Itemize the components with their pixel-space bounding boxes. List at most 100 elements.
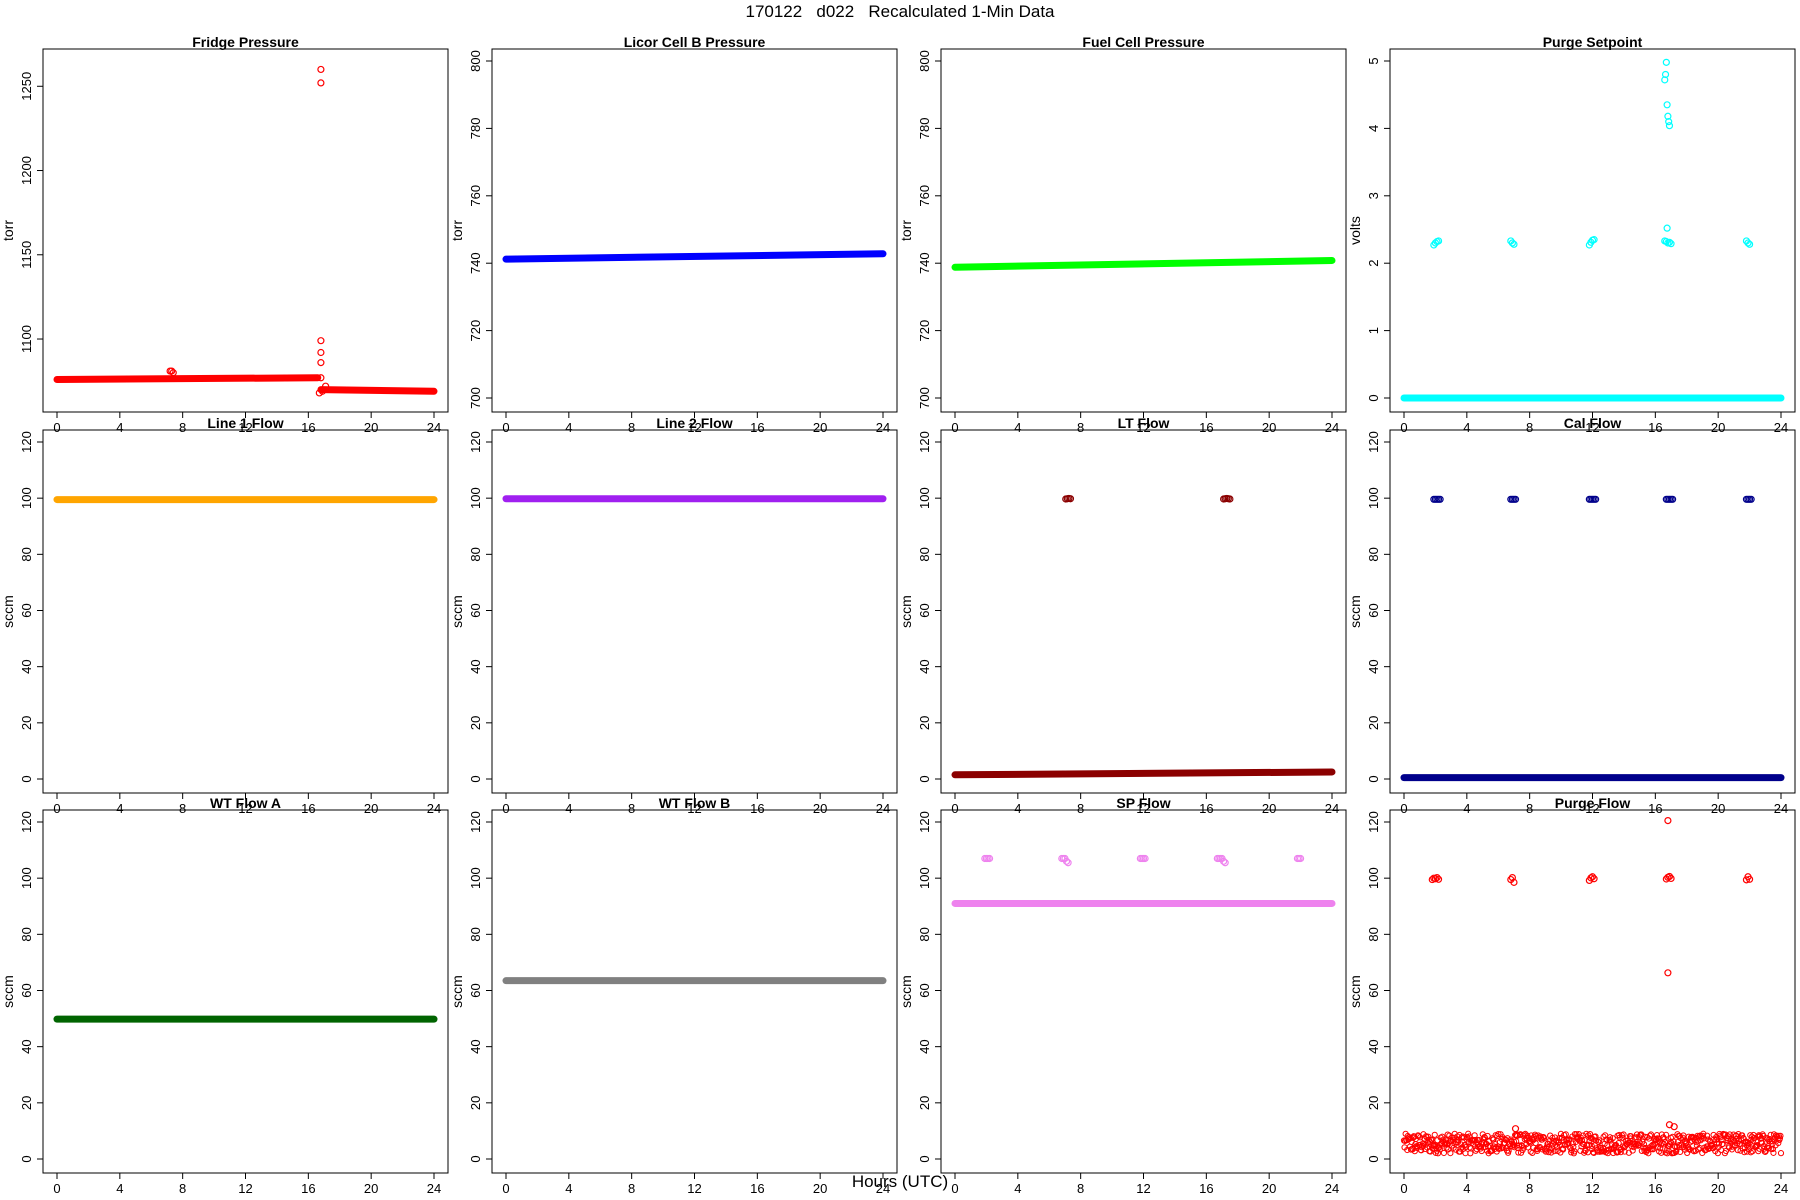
y-tick-label: 1 [1366,327,1381,334]
y-tick-label: 20 [468,1096,483,1110]
y-axis: 0 20 40 60 80 100 120 [19,811,44,1163]
plot-frame [42,809,449,1174]
data-point [1714,1150,1721,1157]
y-tick-label: 740 [468,252,483,274]
x-tick-label: 16 [1199,420,1213,435]
y-tick-label: 2 [1366,260,1381,267]
panel-title: Line 1 Flow [207,415,283,431]
panel-title: Licor Cell B Pressure [624,34,766,50]
data-point [1670,1123,1678,1131]
plot-frame [491,809,898,1174]
x-tick-label: 4 [1014,1181,1021,1196]
data-point [1663,224,1671,232]
x-tick-label: 0 [502,1181,509,1196]
x-tick-label: 20 [813,1181,827,1196]
y-tick-label: 120 [1366,811,1381,833]
x-tick-label: 8 [179,801,186,816]
x-axis: 0 4 8 12 16 20 24 [53,792,441,816]
data-point [1663,101,1671,109]
y-axis-label: torr [0,220,16,241]
y-tick-label: 120 [917,811,932,833]
data-point [1646,1132,1654,1139]
x-axis: 0 4 8 12 16 20 24 [53,1172,441,1196]
data-point [317,79,325,87]
data-point [1667,874,1675,883]
y-tick-label: 5 [1366,57,1381,64]
plot-frame [42,48,449,413]
panel-title: Fridge Pressure [192,34,299,50]
y-axis: 0 20 40 60 80 100 120 [1366,811,1391,1163]
y-tick-label: 20 [1366,1096,1381,1110]
data-band [53,374,322,383]
plot-frame [1389,48,1796,413]
data-point [1664,816,1672,825]
data-band [951,257,1336,271]
y-axis-label: sccm [898,595,914,628]
x-tick-label: 12 [1585,420,1599,435]
y-axis: 0 1 2 3 4 5 [1366,57,1391,402]
data-point [1508,874,1516,882]
y-axis: 0 20 40 60 80 100 120 [468,431,493,783]
x-tick-label: 20 [364,420,378,435]
x-tick-label: 16 [1648,420,1662,435]
data-point [169,369,177,377]
y-tick-label: 120 [1366,431,1381,453]
x-axis: 0 4 8 12 16 20 24 [53,411,441,435]
data-point [1532,1139,1539,1147]
x-tick-label: 8 [628,1181,635,1196]
y-axis: 0 20 40 60 80 100 120 [468,811,493,1163]
y-tick-label: 100 [468,487,483,509]
y-tick-label: 800 [917,50,932,72]
data-point [1482,1143,1489,1151]
data-point [1745,1143,1752,1150]
x-tick-label: 20 [1711,420,1725,435]
y-axis: 0 20 40 60 80 100 120 [1366,431,1391,783]
data-point [1620,1131,1627,1138]
plot-frame [491,429,898,794]
x-axis-label: Hours (UTC) [851,1172,949,1191]
data-point [1547,1146,1554,1153]
data-point [1484,1132,1491,1140]
y-tick-label: 0 [468,775,483,782]
y-axis-label: torr [898,220,914,241]
y-tick-label: 40 [1366,659,1381,673]
y-tick-label: 120 [917,431,932,453]
data-point [1657,1141,1664,1148]
data-series [1400,495,1785,782]
y-tick-label: 0 [19,775,34,782]
data-point [317,374,325,382]
data-point [1688,1137,1696,1145]
data-band [502,250,887,263]
data-point [1592,1133,1599,1140]
data-point [1695,1145,1702,1153]
data-point [1511,495,1520,503]
x-tick-label: 8 [1077,420,1084,435]
data-point [1511,1125,1520,1133]
data-point [1736,1140,1744,1147]
x-tick-label: 0 [951,420,958,435]
x-tick-label: 24 [1774,1181,1788,1196]
data-point [1657,1145,1664,1152]
y-tick-label: 80 [917,547,932,561]
data-point [1760,1132,1767,1140]
y-tick-label: 20 [917,716,932,730]
data-series [53,65,438,397]
y-axis-label: sccm [0,595,16,628]
y-tick-label: 20 [468,716,483,730]
data-point [1629,1147,1636,1154]
data-point [1665,238,1674,246]
y-axis-label: torr [449,220,465,241]
x-tick-label: 16 [750,1181,764,1196]
x-tick-label: 24 [1774,801,1788,816]
y-axis-label: volts [1347,216,1363,245]
x-tick-label: 4 [1014,420,1021,435]
x-tick-label: 8 [1526,1181,1533,1196]
y-tick-label: 0 [468,1155,483,1162]
data-point [1765,1137,1772,1144]
data-point [1433,874,1441,882]
data-point [322,382,330,390]
data-point [317,348,325,357]
data-point [1661,70,1670,79]
